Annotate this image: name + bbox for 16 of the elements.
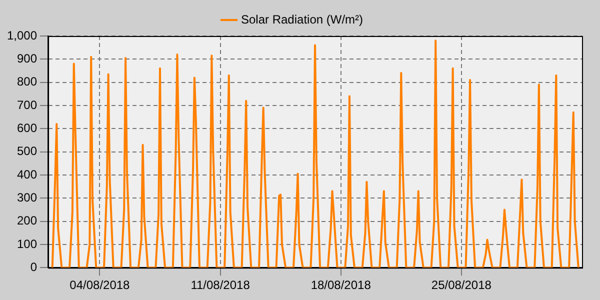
- y-tick-label: 0: [30, 260, 38, 274]
- y-tick-label: 600: [17, 120, 38, 135]
- legend-label: Solar Radiation (W/m²): [240, 12, 364, 26]
- x-tick-label: 25/08/2018: [431, 278, 492, 292]
- x-tick-label: 04/08/2018: [70, 278, 130, 292]
- y-tick-label: 700: [17, 98, 38, 112]
- y-tick-label: 200: [17, 214, 38, 228]
- y-tick-label: 100: [17, 236, 38, 251]
- y-tick-label: 800: [17, 74, 38, 89]
- y-tick-label: 900: [17, 51, 38, 66]
- y-tick-label: 500: [17, 144, 38, 158]
- y-tick-label: 400: [17, 167, 38, 182]
- y-tick-label: 300: [17, 190, 38, 204]
- x-tick-label: 18/08/2018: [310, 278, 372, 292]
- y-tick-label: 1,000: [7, 28, 38, 42]
- x-tick-label: 11/08/2018: [190, 278, 250, 292]
